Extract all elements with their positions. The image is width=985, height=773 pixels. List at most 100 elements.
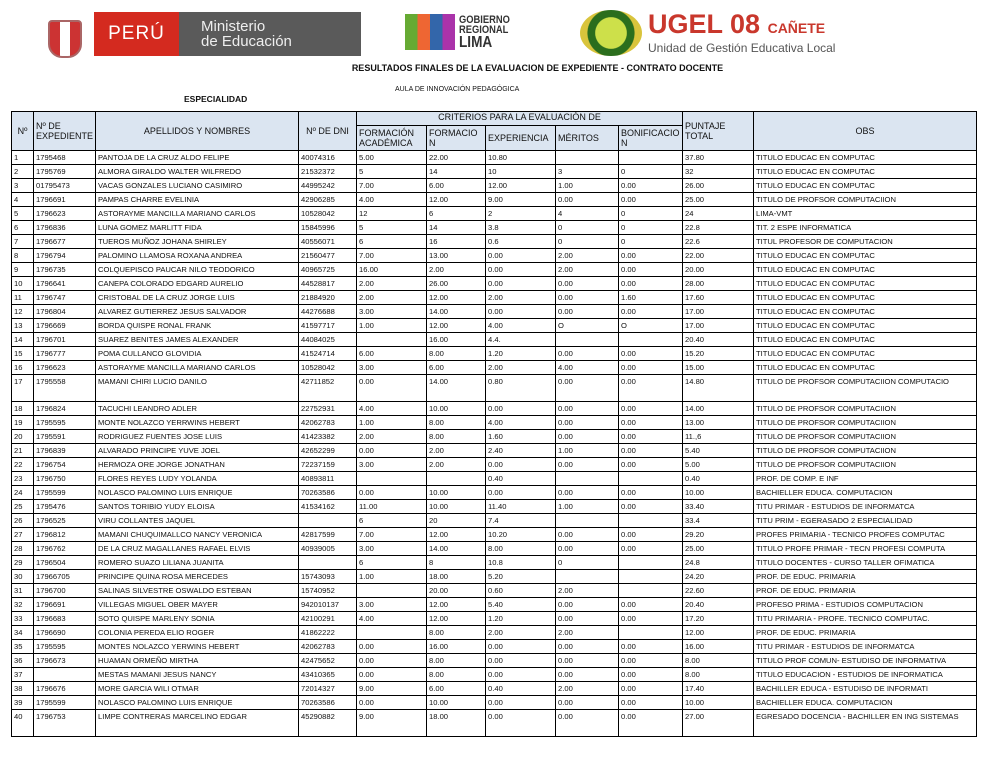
cell-nombres: SANTOS TORIBIO YUDY ELOISA: [95, 499, 300, 514]
cell-no: 22: [11, 457, 34, 472]
cell-nombres: LIMPE CONTRERAS MARCELINO EDGAR: [95, 709, 300, 737]
cell-expediente: 1796504: [32, 555, 97, 570]
cell-nombres: ASTORAYME MANCILLA MARIANO CARLOS: [95, 206, 300, 221]
cell-no: 8: [11, 248, 34, 263]
table-row: 6 1796836 LUNA GOMEZ MARLITT FIDA 15845996 5…: [11, 220, 978, 235]
table-row: 5 1796623 ASTORAYME MANCILLA MARIANO CARLO…: [11, 206, 978, 221]
table-row: 15 1796777 POMA CULLANCO GLOVIDIA 41524714 6…: [11, 346, 978, 361]
cell-puntaje-total: 26.00: [682, 178, 755, 193]
cell-formacion-academica: 1.00: [356, 318, 428, 333]
cell-nombres: NOLASCO PALOMINO LUIS ENRIQUE: [95, 695, 300, 710]
cell-meritos: [555, 513, 620, 528]
cell-expediente: 1795558: [32, 374, 97, 402]
cell-expediente: 1796804: [32, 304, 97, 319]
cell-nombres: CRISTOBAL DE LA CRUZ JORGE LUIS: [95, 290, 300, 305]
table-row: 25 1795476 SANTOS TORIBIO YUDY ELOISA 41534…: [11, 499, 978, 514]
cell-bonificacion: 0.00: [618, 360, 684, 375]
cell-formacion: 2.00: [426, 457, 487, 472]
cell-no: 33: [11, 611, 34, 626]
document-title: RESULTADOS FINALES DE LA EVALUACION DE E…: [351, 63, 724, 73]
cell-experiencia: 2: [485, 206, 557, 221]
cell-experiencia: 1.60: [485, 429, 557, 444]
cell-puntaje-total: 17.20: [682, 611, 755, 626]
cell-puntaje-total: 20.00: [682, 262, 755, 277]
cell-meritos: 0.00: [555, 346, 620, 361]
cell-puntaje-total: 24: [682, 206, 755, 221]
cell-puntaje-total: 37.80: [682, 150, 755, 165]
cell-formacion: 8.00: [426, 346, 487, 361]
cell-experiencia: 1.20: [485, 611, 557, 626]
cell-expediente: 1796669: [32, 318, 97, 333]
cell-puntaje-total: 17.40: [682, 681, 755, 696]
cell-obs: TITULO EDUCAC EN COMPUTAC: [753, 304, 978, 319]
cell-dni: [298, 555, 358, 570]
cell-dni: 40965725: [298, 262, 358, 277]
cell-nombres: PAMPAS CHARRE EVELINIA: [95, 192, 300, 207]
cell-obs: TITULO EDUCAC EN COMPUTAC: [753, 276, 978, 291]
cell-dni: 41597717: [298, 318, 358, 333]
ugel-logo: UGEL 08 CAÑETE Unidad de Gestión Educativ…: [580, 10, 835, 56]
cell-formacion-academica: 2.00: [356, 276, 428, 291]
cell-formacion-academica: 6.00: [356, 346, 428, 361]
cell-nombres: ALVARADO PRINCIPE YUVE JOEL: [95, 443, 300, 458]
cell-puntaje-total: 20.40: [682, 597, 755, 612]
cell-bonificacion: [618, 625, 684, 640]
cell-formacion-academica: 4.00: [356, 611, 428, 626]
cell-expediente: 1796812: [32, 527, 97, 542]
cell-bonificacion: O: [618, 318, 684, 333]
cell-expediente: 1796750: [32, 471, 97, 486]
cell-no: 31: [11, 583, 34, 598]
cell-formacion: 6.00: [426, 360, 487, 375]
cell-meritos: 0.00: [555, 667, 620, 682]
cell-experiencia: 1.20: [485, 346, 557, 361]
cell-formacion: 6.00: [426, 681, 487, 696]
cell-experiencia: 8.00: [485, 541, 557, 556]
cell-formacion: 22.00: [426, 150, 487, 165]
cell-dni: 22752931: [298, 401, 358, 416]
cell-expediente: [32, 667, 97, 682]
cell-dni: 15740952: [298, 583, 358, 598]
cell-formacion-academica: [356, 625, 428, 640]
cell-meritos: 0.00: [555, 541, 620, 556]
cell-puntaje-total: 29.20: [682, 527, 755, 542]
cell-bonificacion: 0.00: [618, 192, 684, 207]
cell-dni: 44995242: [298, 178, 358, 193]
cell-obs: TIT. 2 ESPE INFORMATICA: [753, 220, 978, 235]
minedu-logo: PERÚ Ministerio de Educación: [38, 12, 378, 62]
cell-expediente: 1796677: [32, 234, 97, 249]
cell-formacion-academica: 9.00: [356, 709, 428, 737]
cell-meritos: 0.00: [555, 429, 620, 444]
cell-bonificacion: 0: [618, 234, 684, 249]
cell-formacion: 13.00: [426, 248, 487, 263]
cell-nombres: MAMANI CHUQUIMALLCO NANCY VERONICA: [95, 527, 300, 542]
cell-experiencia: 2.00: [485, 290, 557, 305]
cell-bonificacion: 0.00: [618, 499, 684, 514]
cell-no: 32: [11, 597, 34, 612]
cell-nombres: PANTOJA DE LA CRUZ ALDO FELIPE: [95, 150, 300, 165]
cell-expediente: 1796735: [32, 262, 97, 277]
cell-nombres: COLQUEPISCO PAUCAR NILO TEODORICO: [95, 262, 300, 277]
table-row: 20 1795591 RODRIGUEZ FUENTES JOSE LUIS 4142…: [11, 429, 978, 444]
cell-no: 2: [11, 164, 34, 179]
cell-no: 15: [11, 346, 34, 361]
cell-dni: 42817599: [298, 527, 358, 542]
cell-expediente: 1795769: [32, 164, 97, 179]
cell-formacion: 12.00: [426, 318, 487, 333]
cell-formacion-academica: 7.00: [356, 248, 428, 263]
cell-formacion: 16.00: [426, 332, 487, 347]
cell-formacion: 10.00: [426, 499, 487, 514]
cell-obs: TITULO EDUCAC EN COMPUTAC: [753, 150, 978, 165]
cell-obs: PROF. DE EDUC. PRIMARIA: [753, 625, 978, 640]
cell-dni: 42652299: [298, 443, 358, 458]
cell-formacion-academica: 11.00: [356, 499, 428, 514]
cell-experiencia: 2.00: [485, 625, 557, 640]
cell-dni: 43410365: [298, 667, 358, 682]
cell-experiencia: 0.00: [485, 639, 557, 654]
cell-obs: TITU PRIMAR - ESTUDIOS DE INFORMATCA: [753, 639, 978, 654]
cell-expediente: 1795468: [32, 150, 97, 165]
cell-formacion: 16: [426, 234, 487, 249]
cell-meritos: 2.00: [555, 248, 620, 263]
cell-formacion-academica: 0.00: [356, 695, 428, 710]
cell-no: 18: [11, 401, 34, 416]
cell-formacion-academica: [356, 471, 428, 486]
